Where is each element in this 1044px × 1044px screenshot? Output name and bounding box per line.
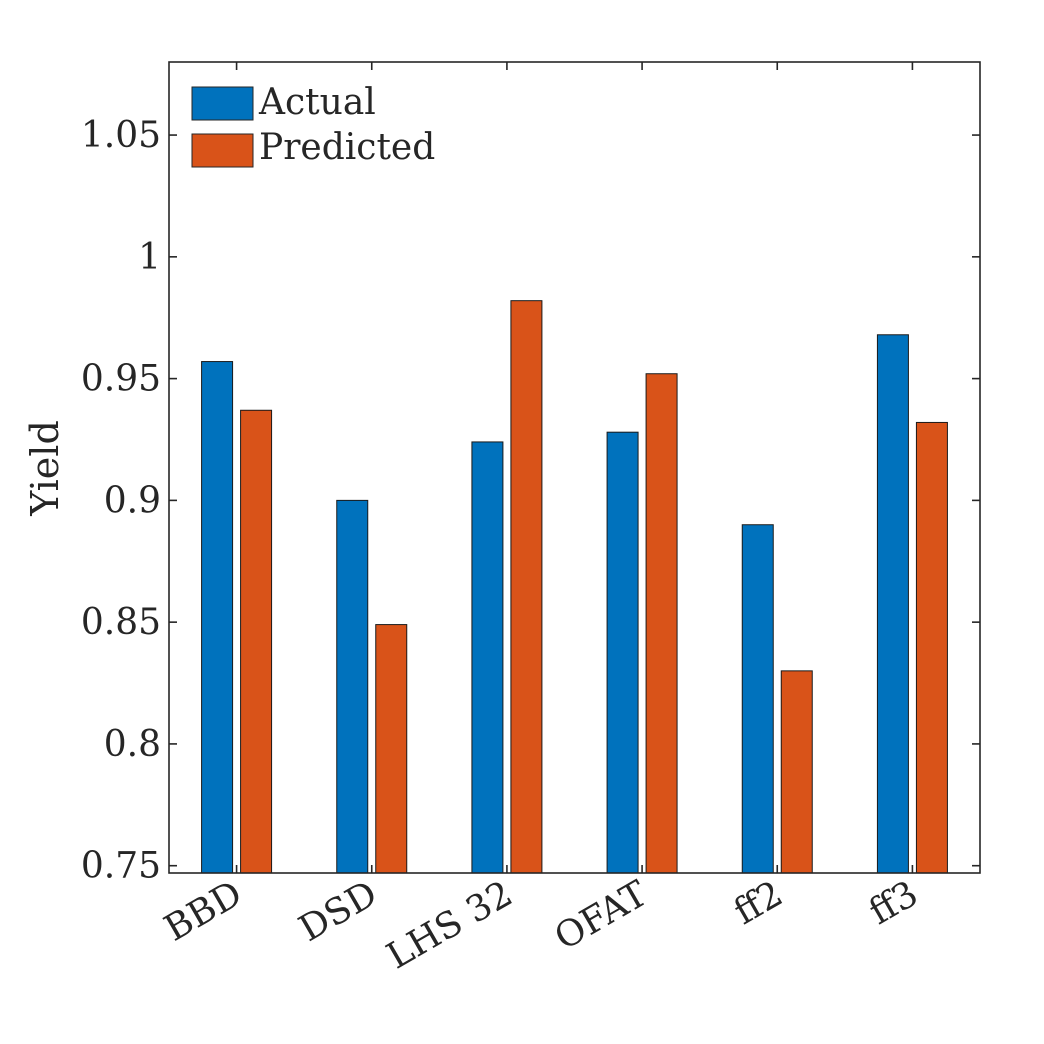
y-tick-label: 0.95 [81, 359, 161, 400]
bar-predicted-bbd [240, 409, 273, 874]
legend-swatch-predicted [191, 133, 254, 168]
legend-label-actual: Actual [258, 82, 376, 123]
bar-actual-dsd [336, 499, 369, 874]
x-tick-label: LHS 32 [380, 873, 519, 977]
y-tick-label: 0.75 [81, 846, 161, 887]
x-tick-label: BBD [158, 873, 249, 949]
bar-predicted-ff2 [780, 670, 813, 874]
bar-actual-ff2 [741, 524, 774, 874]
y-tick-label: 1 [138, 237, 161, 278]
bar-actual-lhs-32 [471, 441, 504, 874]
x-tick-label: DSD [292, 873, 384, 950]
x-tick-label: ff3 [862, 873, 924, 933]
y-axis-label: Yield [23, 420, 67, 517]
bar-predicted-lhs-32 [510, 300, 543, 874]
y-tick-label: 0.9 [104, 480, 161, 521]
bar-predicted-dsd [375, 624, 408, 874]
x-tick-label: OFAT [548, 873, 655, 958]
bars-group [201, 300, 948, 874]
legend-label-predicted: Predicted [259, 127, 435, 168]
bar-predicted-ff3 [915, 421, 948, 874]
legend: Actual Predicted [186, 80, 435, 172]
bar-actual-bbd [201, 361, 234, 874]
y-tick-label: 1.05 [81, 115, 161, 156]
axes-group [168, 61, 981, 874]
bar-actual-ofat [606, 431, 639, 874]
bar-predicted-ofat [645, 373, 678, 874]
y-tick-label: 0.85 [81, 602, 161, 643]
plot-frame [168, 61, 981, 874]
x-tick-label: ff2 [727, 873, 789, 933]
legend-swatch-actual [191, 86, 254, 121]
bar-actual-ff3 [876, 334, 909, 874]
y-ticks-group: 0.75 0.8 0.85 0.9 0.95 1 1.05 [81, 115, 980, 887]
y-tick-label: 0.8 [104, 724, 161, 765]
